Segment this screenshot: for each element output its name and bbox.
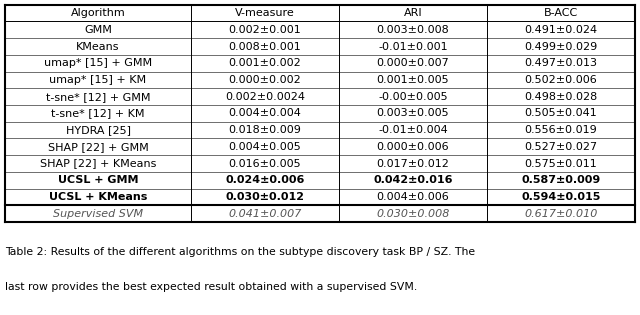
Text: 0.001±0.002: 0.001±0.002 (228, 58, 301, 68)
Text: V-measure: V-measure (235, 8, 295, 18)
Text: HYDRA [25]: HYDRA [25] (65, 125, 131, 135)
Text: SHAP [22] + GMM: SHAP [22] + GMM (47, 142, 148, 152)
Text: -0.01±0.001: -0.01±0.001 (378, 42, 448, 52)
Text: 0.004±0.006: 0.004±0.006 (376, 192, 449, 202)
Text: 0.505±0.041: 0.505±0.041 (525, 108, 597, 118)
Text: SHAP [22] + KMeans: SHAP [22] + KMeans (40, 158, 156, 169)
Text: 0.041±0.007: 0.041±0.007 (228, 209, 301, 219)
Text: 0.002±0.001: 0.002±0.001 (228, 25, 301, 35)
Text: 0.004±0.005: 0.004±0.005 (228, 142, 301, 152)
Text: 0.002±0.0024: 0.002±0.0024 (225, 92, 305, 102)
Text: Algorithm: Algorithm (70, 8, 125, 18)
Text: 0.000±0.002: 0.000±0.002 (228, 75, 301, 85)
Text: t-sne* [12] + GMM: t-sne* [12] + GMM (45, 92, 150, 102)
Text: -0.01±0.004: -0.01±0.004 (378, 125, 448, 135)
Text: 0.042±0.016: 0.042±0.016 (373, 175, 452, 185)
Text: 0.587±0.009: 0.587±0.009 (521, 175, 600, 185)
Text: 0.617±0.010: 0.617±0.010 (524, 209, 598, 219)
Text: 0.024±0.006: 0.024±0.006 (225, 175, 305, 185)
Text: 0.030±0.012: 0.030±0.012 (225, 192, 305, 202)
Text: 0.017±0.012: 0.017±0.012 (376, 158, 449, 169)
Text: 0.003±0.008: 0.003±0.008 (376, 25, 449, 35)
Text: 0.018±0.009: 0.018±0.009 (228, 125, 301, 135)
Text: 0.575±0.011: 0.575±0.011 (525, 158, 597, 169)
Text: Supervised SVM: Supervised SVM (53, 209, 143, 219)
Text: GMM: GMM (84, 25, 112, 35)
Text: 0.003±0.005: 0.003±0.005 (376, 108, 449, 118)
Text: 0.016±0.005: 0.016±0.005 (228, 158, 301, 169)
Text: 0.594±0.015: 0.594±0.015 (521, 192, 600, 202)
Text: 0.030±0.008: 0.030±0.008 (376, 209, 449, 219)
Text: 0.556±0.019: 0.556±0.019 (525, 125, 597, 135)
Text: 0.527±0.027: 0.527±0.027 (524, 142, 598, 152)
Text: umap* [15] + GMM: umap* [15] + GMM (44, 58, 152, 68)
Text: UCSL + KMeans: UCSL + KMeans (49, 192, 147, 202)
Text: last row provides the best expected result obtained with a supervised SVM.: last row provides the best expected resu… (5, 282, 417, 292)
Text: B-ACC: B-ACC (544, 8, 578, 18)
Text: 0.491±0.024: 0.491±0.024 (524, 25, 598, 35)
Text: t-sne* [12] + KM: t-sne* [12] + KM (51, 108, 145, 118)
Text: 0.497±0.013: 0.497±0.013 (524, 58, 597, 68)
Text: 0.001±0.005: 0.001±0.005 (376, 75, 449, 85)
Text: -0.00±0.005: -0.00±0.005 (378, 92, 448, 102)
Text: 0.004±0.004: 0.004±0.004 (228, 108, 301, 118)
Text: umap* [15] + KM: umap* [15] + KM (49, 75, 147, 85)
Text: 0.000±0.006: 0.000±0.006 (376, 142, 449, 152)
Text: ARI: ARI (404, 8, 422, 18)
Text: 0.498±0.028: 0.498±0.028 (524, 92, 598, 102)
Text: 0.000±0.007: 0.000±0.007 (376, 58, 449, 68)
Text: KMeans: KMeans (76, 42, 120, 52)
Text: Table 2: Results of the different algorithms on the subtype discovery task BP / : Table 2: Results of the different algori… (5, 247, 476, 257)
Text: 0.502±0.006: 0.502±0.006 (525, 75, 597, 85)
Text: 0.499±0.029: 0.499±0.029 (524, 42, 598, 52)
Text: UCSL + GMM: UCSL + GMM (58, 175, 138, 185)
Text: 0.008±0.001: 0.008±0.001 (228, 42, 301, 52)
